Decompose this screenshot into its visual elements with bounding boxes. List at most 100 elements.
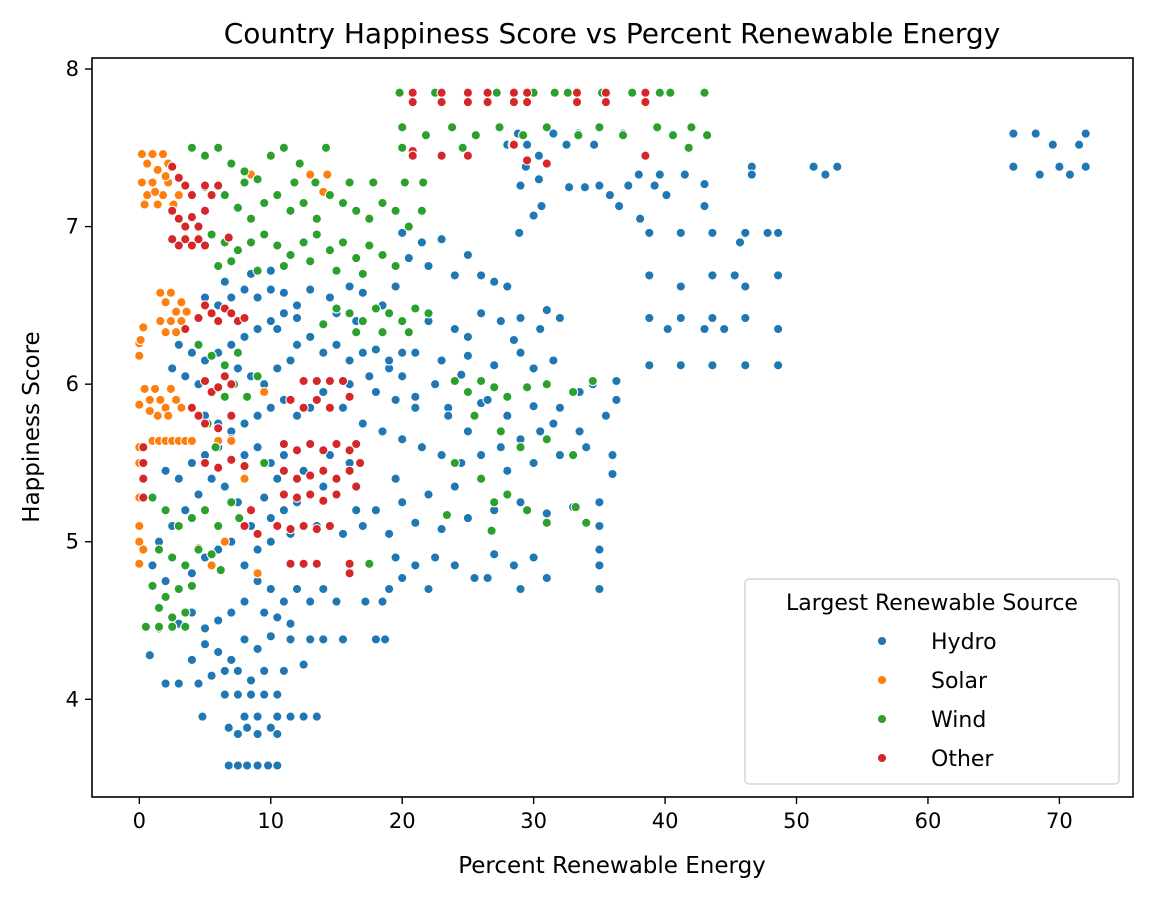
data-point [390,281,401,292]
data-point [245,505,257,516]
data-point [611,375,622,387]
data-point [294,158,305,169]
data-point [226,410,237,421]
data-point [1008,161,1019,172]
data-point [661,189,672,201]
data-point [762,227,773,239]
data-point [278,142,290,153]
data-point [320,142,332,153]
data-point [170,327,182,338]
data-point [180,607,191,618]
data-point [324,402,336,413]
data-point [278,287,290,298]
data-point [579,182,591,193]
data-point [410,560,421,571]
data-point [548,128,559,139]
data-point [139,199,150,210]
data-point [180,234,191,245]
data-point [772,360,784,371]
data-point [265,722,276,733]
data-point [199,505,211,516]
data-point [153,544,165,555]
data-point [239,460,250,472]
data-point [160,575,171,587]
data-point [475,473,487,484]
data-point [548,355,559,366]
data-point [370,344,382,355]
data-point [278,465,290,476]
data-point [607,468,618,480]
legend-marker-wind [876,713,888,725]
data-point [298,375,309,387]
data-point [675,360,686,371]
data-point [423,260,434,272]
data-point [436,234,447,245]
data-point [502,410,513,421]
data-point [265,265,276,276]
data-point [482,572,493,584]
data-point [311,229,322,240]
y-tick-label: 8 [66,57,79,81]
data-point [331,596,342,607]
data-point [521,155,533,166]
data-point [403,221,414,232]
data-point [344,391,355,402]
data-point [449,375,460,387]
data-point [199,375,211,387]
data-point [173,520,184,532]
data-point [337,237,349,248]
data-point [259,665,270,677]
data-point [265,631,276,642]
data-point [324,189,336,201]
data-point [514,227,525,239]
data-point [259,457,270,469]
data-point [291,339,303,350]
data-point [291,445,303,456]
data-point [561,139,572,150]
data-point [144,650,155,661]
data-point [508,560,520,571]
data-point [740,312,751,324]
data-point [219,189,230,201]
data-point [252,643,263,655]
data-point [410,347,421,358]
data-point [462,150,474,161]
data-point [305,256,316,267]
data-point [379,634,391,645]
data-point [193,544,204,555]
data-point [377,596,388,607]
data-point [541,434,552,445]
data-point [278,665,290,677]
data-point [654,87,665,98]
data-point [199,180,211,191]
data-point [318,481,329,492]
data-point [241,760,253,771]
data-point [180,560,191,571]
data-point [278,596,290,607]
data-point [206,549,217,560]
data-point [383,583,395,595]
data-point [397,434,408,445]
data-point [548,418,559,429]
data-point [331,489,342,500]
data-point [462,87,474,98]
data-point [521,505,533,516]
data-point [397,347,408,358]
data-point [667,130,679,141]
data-point [462,249,474,261]
data-point [436,523,447,535]
y-tick-label: 5 [66,530,79,554]
data-point [407,87,418,98]
data-point [337,197,349,209]
data-point [167,161,178,172]
data-point [462,386,474,398]
data-point [186,189,198,201]
data-point [311,558,322,569]
data-point [136,148,148,160]
data-point [226,435,237,447]
data-point [252,265,263,276]
data-point [138,492,149,503]
data-point [482,96,493,108]
data-point [344,177,355,188]
